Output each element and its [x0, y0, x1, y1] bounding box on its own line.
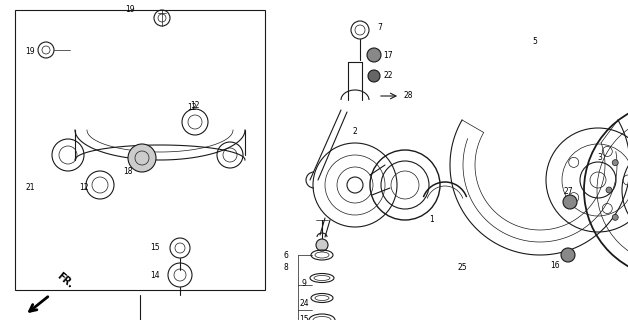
Circle shape: [128, 144, 156, 172]
Text: FR.: FR.: [55, 271, 75, 290]
Text: 1: 1: [430, 215, 435, 225]
Text: 19: 19: [25, 47, 35, 57]
Circle shape: [316, 239, 328, 251]
Text: 21: 21: [25, 183, 35, 193]
Circle shape: [368, 70, 380, 82]
Text: 9: 9: [301, 279, 306, 289]
Text: 28: 28: [403, 92, 413, 100]
Text: 8: 8: [284, 262, 288, 271]
Text: 7: 7: [377, 23, 382, 33]
Text: 12: 12: [187, 103, 197, 113]
Text: 3: 3: [598, 154, 602, 163]
Text: 25: 25: [457, 263, 467, 273]
Text: 12: 12: [79, 183, 89, 193]
Text: 24: 24: [299, 300, 309, 308]
Circle shape: [612, 214, 618, 220]
Text: 19: 19: [125, 5, 135, 14]
Text: 16: 16: [550, 260, 560, 269]
Text: 22: 22: [383, 71, 392, 81]
Text: 15: 15: [299, 316, 309, 320]
Text: 12: 12: [190, 101, 200, 110]
Text: 5: 5: [533, 37, 538, 46]
Text: 18: 18: [123, 167, 133, 177]
Text: 17: 17: [383, 51, 392, 60]
Text: 2: 2: [353, 127, 357, 137]
Circle shape: [606, 187, 612, 193]
Text: 6: 6: [284, 251, 288, 260]
Circle shape: [561, 248, 575, 262]
Text: 14: 14: [150, 270, 160, 279]
Text: 15: 15: [150, 244, 160, 252]
Circle shape: [612, 160, 618, 166]
Text: 27: 27: [563, 188, 573, 196]
Circle shape: [563, 195, 577, 209]
Bar: [15, 10, 265, 290]
Circle shape: [367, 48, 381, 62]
